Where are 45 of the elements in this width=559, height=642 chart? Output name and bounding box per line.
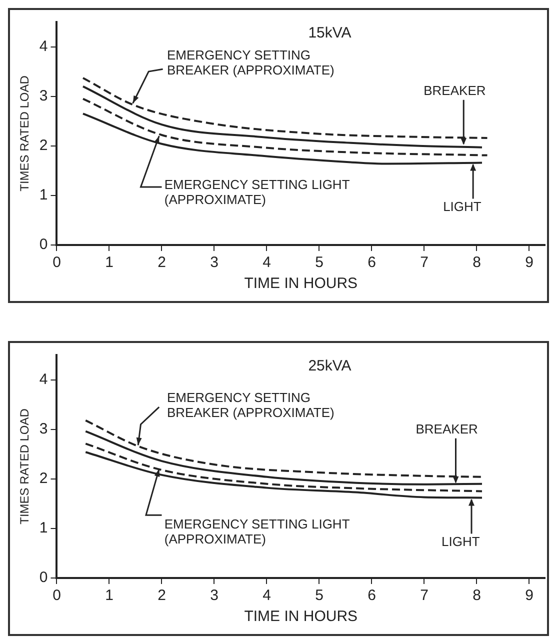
- text: EMERGENCY SETTING BREAKER (APPROXIMATE): [166, 47, 334, 78]
- line-series: [82, 85, 483, 148]
- y-tick-label: 3: [39, 420, 48, 438]
- y-tick-label: 3: [39, 87, 48, 104]
- y-tick-label: 0: [39, 236, 48, 254]
- x-tick-label: 0: [52, 587, 61, 604]
- series-label: EMERGENCY SETTING LIGHT (APPROXIMATE): [164, 177, 350, 208]
- x-tick-label: 3: [210, 254, 218, 272]
- text: EMERGENCY SETTING LIGHT (APPROXIMATE): [164, 516, 350, 547]
- chart-title: 15kVA: [308, 24, 352, 42]
- x-tick-label: 4: [262, 587, 271, 604]
- x-tick-label: 3: [210, 587, 218, 604]
- x-tick-label: 7: [420, 587, 428, 604]
- chart-title: 25kVA: [308, 358, 352, 375]
- annotation: LIGHT: [442, 534, 480, 549]
- x-tick-label: 7: [420, 254, 428, 272]
- x-tick-label: 1: [105, 587, 114, 604]
- x-axis-title: TIME IN HOURS: [244, 608, 358, 626]
- annotation: BREAKER: [416, 421, 478, 436]
- x-tick-label: 5: [315, 254, 324, 272]
- annotation: LIGHT: [443, 198, 482, 214]
- x-tick-label: 1: [105, 254, 114, 272]
- x-axis-title: TIME IN HOURS: [244, 275, 358, 292]
- x-tick-label: 8: [472, 254, 481, 272]
- x-tick-label: 6: [368, 587, 376, 604]
- y-tick-label: 4: [39, 38, 48, 55]
- y-tick-label: 2: [39, 137, 48, 154]
- x-tick-label: 5: [315, 587, 324, 604]
- x-tick-label: 4: [262, 254, 271, 272]
- x-tick-label: 2: [158, 587, 166, 604]
- text: EMERGENCY SETTING BREAKER (APPROXIMATE): [166, 390, 334, 420]
- x-tick-label: 6: [368, 254, 376, 272]
- x-tick-label: 0: [52, 254, 61, 272]
- annotation: BREAKER: [424, 82, 486, 98]
- y-tick-label: 0: [39, 569, 48, 586]
- x-tick-label: 9: [525, 587, 534, 604]
- x-tick-label: 9: [525, 254, 534, 272]
- x-tick-label: 2: [158, 254, 166, 272]
- y-tick-label: 2: [39, 470, 48, 488]
- y-tick-label: 4: [39, 370, 48, 388]
- y-tick-label: 1: [39, 520, 48, 537]
- x-tick-label: 8: [472, 587, 481, 604]
- y-tick-label: 1: [39, 186, 48, 204]
- y-axis-title: TIMES RATED LOAD: [18, 75, 32, 192]
- y-axis-title: TIMES RATED LOAD: [18, 408, 32, 524]
